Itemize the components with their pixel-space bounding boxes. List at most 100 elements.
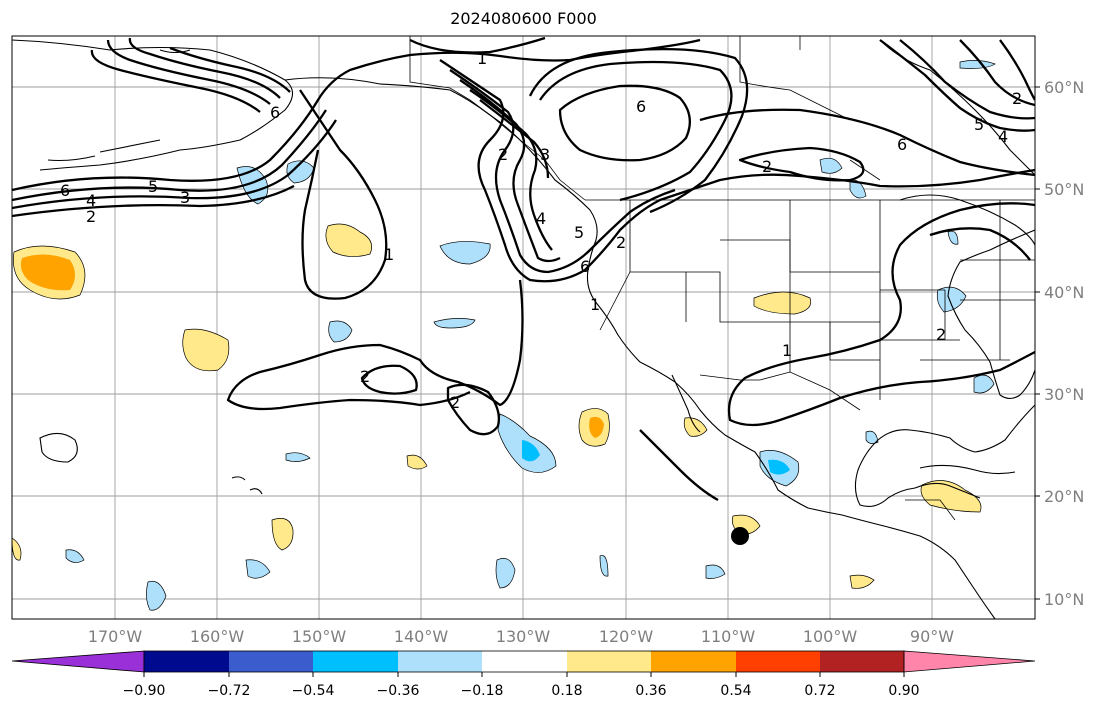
contour-label: 1 [590, 295, 600, 314]
negative-anomaly-area [65, 549, 85, 563]
contour-label-group: 1 6 2 3 4 5 6 2 3 1 2 4 5 6 6 2 4 5 6 1 … [60, 49, 1022, 412]
colorbar-tick-label: −0.90 [123, 683, 166, 699]
colorbar-segment [229, 651, 313, 672]
lon-label-160w: 160°W [190, 627, 245, 646]
map-title: 2024080600 F000 [450, 9, 597, 28]
colorbar-tick-label: 0.54 [720, 683, 751, 699]
negative-anomaly-area [146, 580, 167, 611]
contour-label: 6 [270, 103, 280, 122]
political-borders [409, 36, 1035, 521]
graticule [12, 36, 1035, 619]
negative-anomaly-area [245, 559, 271, 579]
contour-lines [12, 36, 1035, 502]
positive-anomaly-area [753, 291, 811, 315]
latitude-labels: 60°N 50°N 40°N 30°N 20°N 10°N [1035, 78, 1084, 609]
positive-anomaly-core [20, 254, 75, 291]
lon-label-110w: 110°W [701, 627, 756, 646]
contour-label: 4 [536, 209, 546, 228]
contour-label: 2 [450, 393, 460, 412]
lon-label-150w: 150°W [292, 627, 347, 646]
contour-label: 2 [616, 233, 626, 252]
colorbar-segment [567, 651, 651, 672]
contour-label: 1 [782, 341, 792, 360]
contour-label: 6 [636, 97, 646, 116]
colorbar-outline [143, 650, 905, 673]
colorbar-segment [144, 651, 229, 672]
negative-anomaly-area [285, 452, 311, 462]
lon-label-90w: 90°W [910, 627, 954, 646]
positive-anomaly-core [589, 416, 604, 438]
negative-anomaly-area [865, 430, 879, 444]
negative-anomaly-area [959, 60, 996, 69]
positive-anomaly-area [920, 480, 982, 513]
colorbar-segment [313, 651, 398, 672]
lat-label-20n: 20°N [1044, 487, 1084, 506]
lon-label-170w: 170°W [88, 627, 143, 646]
colorbar-extend-right [903, 650, 1036, 673]
colorbar-tick-label: −0.54 [292, 683, 335, 699]
positive-anomaly-area [849, 574, 875, 589]
negative-anomaly-area [439, 241, 491, 265]
longitude-labels: 170°W 160°W 150°W 140°W 130°W 120°W 110°… [88, 627, 954, 646]
contour-label: 4 [998, 127, 1008, 146]
negative-anomaly-core [522, 440, 540, 462]
negative-anomaly-area [599, 555, 609, 577]
lat-label-50n: 50°N [1044, 180, 1084, 199]
negative-anomaly-core [768, 459, 790, 475]
positive-anomaly-area [406, 454, 428, 470]
contour-label: 5 [974, 115, 984, 134]
colorbar: −0.90 −0.72 −0.54 −0.36 −0.18 0.18 0.36 … [11, 650, 1036, 699]
contour-label: 2 [86, 207, 96, 226]
contour-label: 2 [936, 325, 946, 344]
lon-label-120w: 120°W [599, 627, 654, 646]
colorbar-tick-label: 0.18 [551, 683, 582, 699]
contour-label: 1 [384, 245, 394, 264]
contour-label: 6 [897, 135, 907, 154]
colorbar-tick-label: 0.36 [635, 683, 666, 699]
contour-label: 6 [580, 257, 590, 276]
lon-label-100w: 100°W [803, 627, 858, 646]
negative-anomaly-area [849, 179, 867, 199]
positive-anomaly-area [12, 537, 22, 561]
contour-label: 2 [498, 145, 508, 164]
colorbar-segment [736, 651, 820, 672]
negative-anomaly-area [236, 166, 269, 205]
colorbar-tick-label: 0.90 [888, 683, 919, 699]
coastlines [12, 39, 1035, 619]
lon-label-140w: 140°W [394, 627, 449, 646]
contour-label: 2 [360, 367, 370, 386]
contour-label: 2 [762, 157, 772, 176]
negative-anomaly-area [936, 286, 967, 313]
colorbar-tick-label: −0.72 [208, 683, 251, 699]
contour-label: 4 [86, 191, 96, 210]
negative-anomaly-area [433, 318, 476, 329]
colorbar-tick-label: −0.18 [461, 683, 504, 699]
lat-label-10n: 10°N [1044, 590, 1084, 609]
colorbar-tick-label: 0.72 [804, 683, 835, 699]
contour-label: 1 [477, 49, 487, 68]
contour-label: 6 [60, 181, 70, 200]
lon-label-130w: 130°W [496, 627, 551, 646]
colorbar-segment [398, 651, 482, 672]
negative-anomaly-area [495, 558, 516, 589]
positive-anomaly-area [182, 328, 230, 372]
colorbar-extend-left [11, 650, 145, 673]
positive-anomaly-area [271, 518, 294, 551]
colorbar-tick-label: −0.36 [377, 683, 420, 699]
lat-label-60n: 60°N [1044, 78, 1084, 97]
contour-label: 2 [1012, 89, 1022, 108]
colorbar-segment [482, 651, 567, 672]
shaded-field [12, 60, 996, 611]
positive-anomaly-area [325, 223, 372, 257]
negative-anomaly-area [328, 320, 353, 343]
lat-label-40n: 40°N [1044, 283, 1084, 302]
contour-label: 5 [574, 223, 584, 242]
lat-label-30n: 30°N [1044, 385, 1084, 404]
contour-label: 3 [180, 188, 190, 207]
negative-anomaly-area [705, 564, 726, 579]
negative-anomaly-area [947, 230, 959, 245]
map-frame [11, 35, 1036, 620]
colorbar-segment [651, 651, 736, 672]
storm-center-marker [731, 527, 749, 545]
